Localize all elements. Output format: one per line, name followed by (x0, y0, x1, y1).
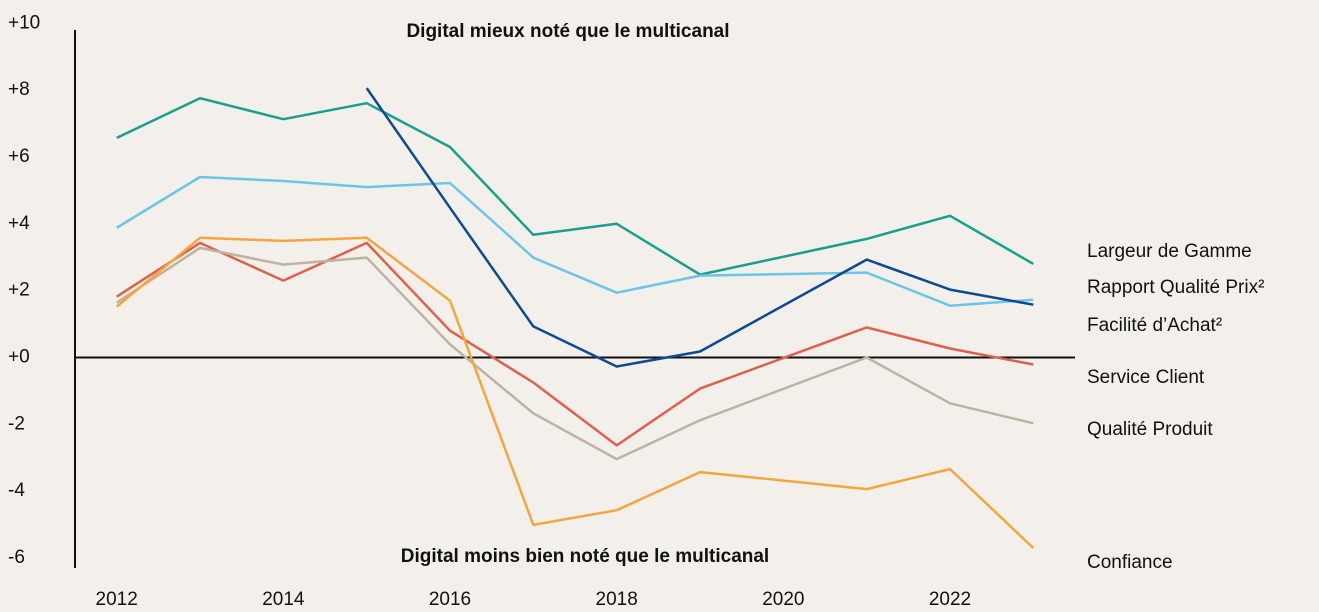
series-line (115, 236, 1035, 549)
y-tick-label: +4 (8, 213, 30, 234)
series-line (365, 87, 1034, 368)
y-tick-label: +10 (8, 12, 40, 33)
x-tick-label: 2016 (429, 589, 471, 610)
y-tick-label: -2 (8, 413, 25, 434)
series-line (116, 241, 1034, 447)
y-tick-label: -6 (8, 547, 25, 568)
legend-label: Qualité Produit (1087, 419, 1213, 440)
series-line (116, 175, 1034, 307)
x-tick-label: 2018 (596, 589, 638, 610)
legend-label: Service Client (1087, 367, 1205, 388)
legend-label: Rapport Qualité Prix² (1087, 277, 1264, 298)
x-tick-label: 2014 (262, 589, 305, 610)
annotation-bottom: Digital moins bien noté que le multicana… (401, 546, 769, 567)
y-tick-label: -4 (8, 480, 25, 501)
y-tick-label: +8 (8, 79, 30, 100)
x-tick-label: 2020 (762, 589, 804, 610)
x-tick-label: 2012 (96, 589, 138, 610)
y-tick-label: +0 (8, 346, 30, 367)
y-tick-label: +6 (8, 146, 30, 167)
legend-label: Confiance (1087, 552, 1173, 573)
series-line (116, 246, 1034, 461)
annotation-top: Digital mieux noté que le multicanal (406, 21, 729, 42)
y-tick-label: +2 (8, 280, 30, 301)
legend-label: Facilité d’Achat² (1087, 315, 1222, 336)
legend-label: Largeur de Gamme (1087, 241, 1252, 262)
x-tick-label: 2022 (929, 589, 971, 610)
series-line (116, 96, 1034, 276)
